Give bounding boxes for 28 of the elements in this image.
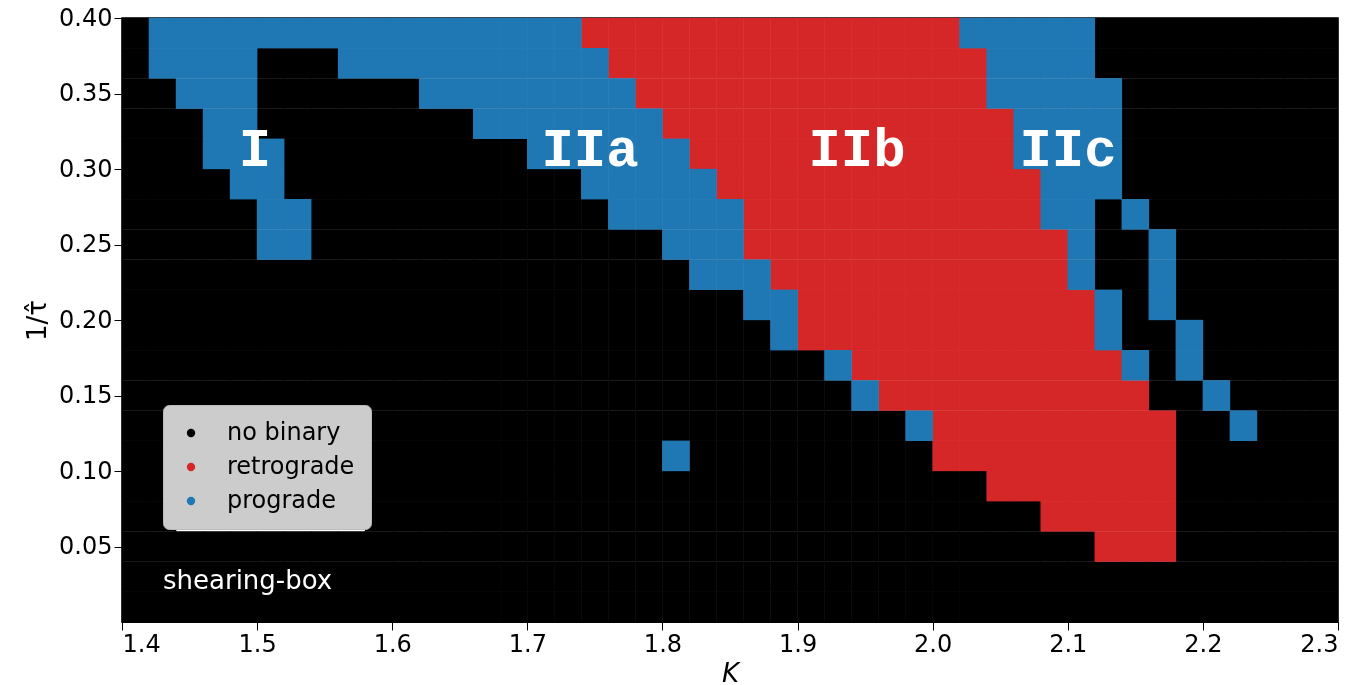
x-tick-label: 1.6: [373, 629, 412, 658]
y-tick-label: 0.10: [59, 456, 113, 485]
x-tick-label: 2.1: [1049, 629, 1088, 658]
legend-label: prograde: [227, 486, 337, 514]
annotation: IIc: [1019, 121, 1117, 182]
x-axis-title: K: [721, 657, 741, 685]
x-tick-label: 1.4: [122, 629, 161, 658]
y-tick-label: 0.35: [59, 79, 113, 107]
y-tick-label: 0.25: [59, 230, 113, 258]
legend-label: retrograde: [227, 452, 355, 480]
y-tick-label: 0.05: [59, 532, 113, 560]
x-tick-label: 1.8: [643, 629, 683, 658]
x-tick-label: 1.5: [238, 629, 277, 658]
y-tick-label: 0.20: [59, 305, 113, 334]
annotation: I: [238, 121, 272, 182]
x-tick-label: 2.0: [914, 629, 953, 658]
x-tick-label: 1.7: [508, 629, 547, 658]
x-tick-label: 1.9: [778, 629, 818, 658]
legend-label: no binary: [227, 418, 341, 446]
x-tick-label: 2.3: [1300, 629, 1339, 658]
y-tick-label: 0.30: [59, 154, 113, 183]
y-tick-label: 0.15: [59, 381, 113, 409]
annotation: IIa: [541, 121, 639, 182]
x-tick-label: 2.2: [1184, 629, 1223, 658]
annotation: shearing-box: [163, 565, 333, 595]
annotation: IIb: [808, 121, 906, 182]
y-axis-title: 1/τ̂: [22, 300, 53, 341]
y-tick-label: 0.40: [59, 3, 113, 32]
